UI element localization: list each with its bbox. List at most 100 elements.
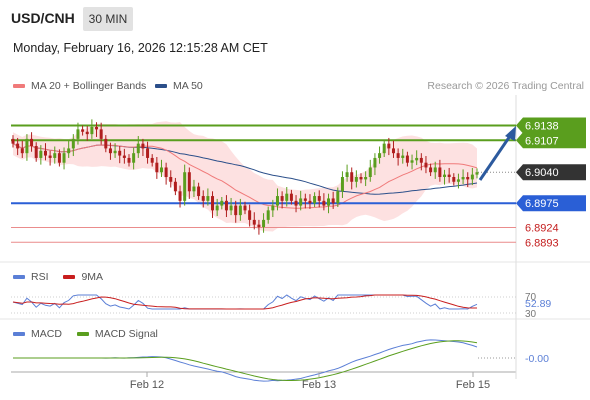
candle-body (336, 191, 340, 204)
level-label-resistance: 6.9138 (525, 121, 559, 133)
legend-rsi: RSI 9MA (13, 271, 103, 283)
projection-arrowhead (505, 126, 516, 141)
level-label-current: 6.9040 (525, 167, 559, 179)
candle-body (234, 205, 238, 216)
candle-body (262, 219, 266, 228)
candle-body (122, 155, 126, 158)
candle-body (322, 200, 326, 206)
candle-body (313, 196, 317, 204)
candle-body (443, 174, 447, 177)
candle-body (415, 157, 419, 161)
candle-body (396, 153, 400, 158)
candle-body (90, 126, 94, 135)
candle-body (81, 129, 85, 132)
candle-body (67, 148, 71, 154)
bollinger-band (13, 121, 477, 232)
interval-button[interactable]: 30 MIN (83, 7, 133, 31)
legend-ma50: MA 50 (155, 80, 203, 92)
candle-body (197, 186, 201, 197)
rsi-legend-label: RSI (31, 271, 49, 283)
macd-signal-swatch (76, 332, 89, 337)
candle-body (470, 174, 474, 180)
candle-body (378, 153, 382, 158)
candle-body (275, 196, 279, 206)
candles (11, 119, 479, 235)
candle-body (53, 153, 57, 158)
rsi-ma-line (12, 294, 477, 310)
candle-body (257, 224, 261, 228)
price-levels: 6.9138 6.9107 6.9040 6.8975 6.8924 6.8893 (11, 117, 586, 249)
candle-body (419, 157, 423, 163)
candle-body (317, 196, 321, 201)
candle-body (229, 205, 233, 211)
candle-body (382, 143, 386, 154)
candle-body (85, 131, 89, 135)
ma50-label: MA 50 (173, 80, 203, 92)
candle-body (364, 177, 368, 180)
rsi-70-tick: 70 (525, 292, 537, 303)
projection-arrow (478, 135, 512, 181)
macd-signal-legend-label: MACD Signal (94, 328, 158, 340)
rsi-30-tick: 30 (525, 309, 537, 320)
candle-body (373, 157, 377, 168)
candle-body (401, 155, 405, 158)
level-tag-resistance (516, 132, 586, 149)
candle-body (76, 129, 80, 139)
level-tag-pivot (516, 195, 586, 212)
x-label-feb13: Feb 13 (302, 379, 336, 391)
candle-body (187, 172, 191, 192)
candle-body (452, 177, 456, 182)
candle-body (280, 196, 284, 201)
chart-header: USD/CNH 30 MIN (0, 0, 590, 40)
candle-body (16, 143, 20, 149)
candle-body (192, 186, 196, 192)
candle-body (475, 172, 479, 175)
candle-body (183, 172, 187, 201)
candle-body (169, 177, 173, 182)
candle-body (391, 148, 395, 154)
candle-body (113, 150, 117, 154)
level-label-resistance: 6.9107 (525, 135, 559, 147)
ma20-label: MA 20 + Bollinger Bands (31, 80, 147, 92)
level-label-support: 6.8893 (525, 237, 559, 249)
credit-text: Research © 2026 Trading Central (427, 80, 584, 92)
candle-body (57, 153, 61, 163)
candle-body (345, 172, 349, 177)
x-label-feb15: Feb 15 (456, 379, 490, 391)
candle-body (150, 157, 154, 163)
candle-body (294, 200, 298, 206)
x-label-feb12: Feb 12 (130, 379, 164, 391)
candle-body (252, 219, 256, 225)
candle-body (238, 205, 242, 216)
candle-body (11, 138, 15, 144)
candle-body (220, 200, 224, 206)
candle-body (266, 210, 270, 220)
candle-body (466, 177, 470, 180)
candle-body (30, 138, 34, 147)
datetime-label: Monday, February 16, 2026 12:15:28 AM CE… (13, 41, 268, 55)
candle-body (350, 172, 354, 182)
rsi-ma-legend-label: 9MA (81, 271, 104, 283)
macd-line (13, 339, 478, 382)
ma50-swatch (155, 84, 167, 89)
level-tag-resistance (516, 117, 586, 134)
candle-body (48, 155, 52, 158)
candle-body (173, 181, 177, 192)
candle-body (118, 150, 122, 156)
rsi-ma-swatch (63, 275, 76, 280)
level-label-support: 6.8924 (525, 223, 559, 235)
symbol-title: USD/CNH (11, 10, 75, 26)
candle-body (159, 167, 163, 173)
candle-body (141, 143, 145, 149)
macd-swatch (13, 332, 25, 337)
candle-body (303, 198, 307, 201)
ma20-swatch (13, 84, 25, 89)
candle-body (461, 177, 465, 180)
candle-body (410, 160, 414, 163)
candle-body (155, 162, 159, 173)
candle-body (215, 205, 219, 211)
legend-ma20: MA 20 + Bollinger Bands (13, 80, 146, 92)
candle-body (354, 177, 358, 182)
ma20-line (12, 143, 478, 209)
candle-body (248, 210, 252, 220)
